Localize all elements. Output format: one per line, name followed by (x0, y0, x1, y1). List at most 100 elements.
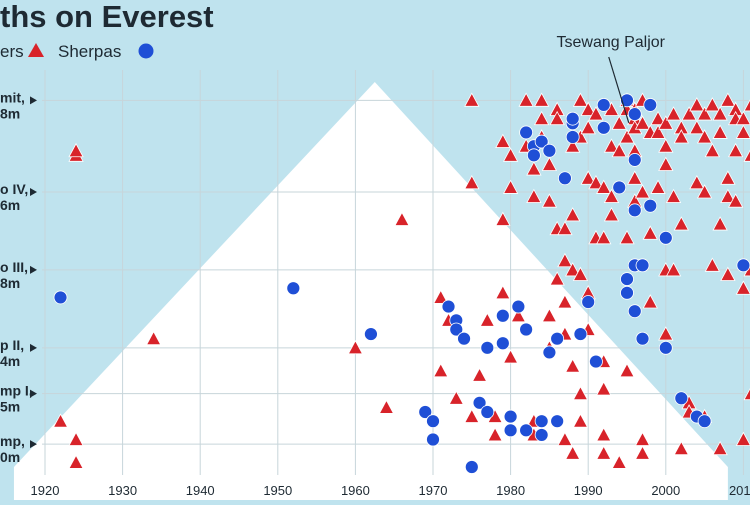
sherpa-death-point (426, 432, 440, 447)
climber-death-point (549, 110, 565, 126)
climber-death-point (68, 142, 84, 158)
sherpa-death-point (519, 125, 534, 140)
climber-death-point (572, 413, 589, 428)
climber-death-point (743, 149, 750, 162)
climber-death-point (464, 92, 480, 107)
climber-death-point (510, 307, 527, 323)
x-tick-label: 1940 (186, 483, 215, 498)
climber-death-point (681, 106, 697, 121)
sherpa-death-point (418, 405, 433, 419)
climber-death-point (572, 92, 589, 107)
climber-death-point (696, 184, 713, 199)
climber-death-point (627, 170, 643, 185)
level-label-name: p II, (0, 337, 24, 353)
level-label-altitude: 6m (0, 197, 20, 213)
level-arrow-icon (30, 188, 37, 196)
sherpa-death-point (449, 322, 464, 337)
climber-death-point (518, 92, 534, 107)
climber-death-point (565, 207, 581, 222)
climber-death-point (658, 156, 674, 171)
sherpa-death-point (596, 120, 611, 135)
sherpa-death-point (526, 148, 541, 163)
climber-death-point (596, 427, 612, 442)
climber-death-point (619, 362, 635, 378)
climber-death-point (603, 138, 620, 153)
sherpa-death-point (364, 327, 378, 341)
sherpa-death-point (550, 331, 565, 346)
climber-death-point (673, 129, 689, 144)
climber-death-point (526, 161, 542, 176)
sherpa-death-point (612, 180, 627, 195)
climber-death-point (502, 179, 519, 194)
climber-death-point (533, 92, 550, 107)
climber-death-point (611, 454, 627, 469)
sherpa-death-point (519, 423, 534, 438)
level-label-altitude: 0m (0, 449, 20, 465)
climber-death-point (720, 92, 736, 107)
climber-death-point (502, 147, 519, 162)
annotation-label: Tsewang Paljor (557, 34, 666, 51)
climber-death-point (549, 271, 565, 286)
climber-death-point (650, 179, 666, 194)
climber-death-point (619, 229, 635, 245)
climber-death-point (634, 115, 651, 130)
sherpa-death-point (519, 322, 534, 337)
climber-death-point (619, 129, 635, 144)
sherpa-death-point (697, 414, 712, 429)
climber-death-point (712, 124, 728, 139)
sherpa-death-point (643, 98, 658, 112)
climber-death-point (634, 184, 651, 199)
climber-death-point (588, 106, 604, 121)
climber-death-point (735, 124, 750, 139)
climber-death-point (720, 170, 736, 185)
climber-death-point (658, 326, 674, 341)
sherpa-death-point (627, 107, 642, 121)
climber-death-point (464, 174, 480, 190)
climber-death-point (68, 431, 84, 446)
climber-death-point (596, 229, 612, 245)
sherpa-death-point (503, 423, 518, 438)
climber-death-point (433, 289, 449, 304)
climber-death-point (572, 266, 589, 281)
climber-death-point (642, 225, 658, 240)
climber-death-point (596, 381, 612, 396)
level-arrow-icon (30, 343, 37, 352)
climber-death-point (696, 106, 713, 121)
climber-death-point (642, 294, 658, 309)
climber-death-point (541, 156, 558, 171)
climber-death-point (541, 307, 558, 323)
climber-death-point (565, 358, 581, 373)
climber-death-point (565, 262, 581, 277)
climber-death-point (689, 174, 705, 190)
climber-death-point (502, 349, 519, 364)
climber-death-point (448, 390, 464, 405)
climber-death-point (580, 170, 596, 185)
level-label-altitude: 8m (0, 105, 20, 121)
sherpa-death-point (495, 308, 510, 323)
sherpa-death-point (627, 153, 642, 167)
climber-death-point (727, 142, 744, 158)
level-label-name: mit, (0, 89, 25, 105)
sherpa-death-point (480, 405, 495, 419)
climber-death-point (704, 142, 721, 158)
climber-death-point (712, 440, 728, 456)
climber-death-point (588, 174, 604, 190)
sherpa-death-point (635, 331, 650, 346)
x-tick-label: 2010 (729, 483, 750, 498)
legend: ers Sherpas (0, 42, 154, 61)
climber-death-point (603, 188, 620, 203)
level-label-name: o IV, (0, 181, 28, 197)
sherpa-death-point (480, 340, 495, 355)
level-arrow-icon (30, 440, 37, 449)
climber-death-point (720, 266, 736, 281)
x-tick-label: 1980 (496, 483, 525, 498)
level-lines (42, 99, 750, 445)
level-label-altitude: 4m (0, 353, 20, 369)
climber-death-point (665, 106, 682, 121)
sherpa-death-point (53, 290, 68, 305)
climber-death-point (735, 280, 750, 295)
sherpa-death-point (596, 98, 611, 112)
climber-death-point (735, 431, 750, 446)
climber-death-point (603, 207, 620, 222)
sherpa-death-point (511, 299, 526, 314)
